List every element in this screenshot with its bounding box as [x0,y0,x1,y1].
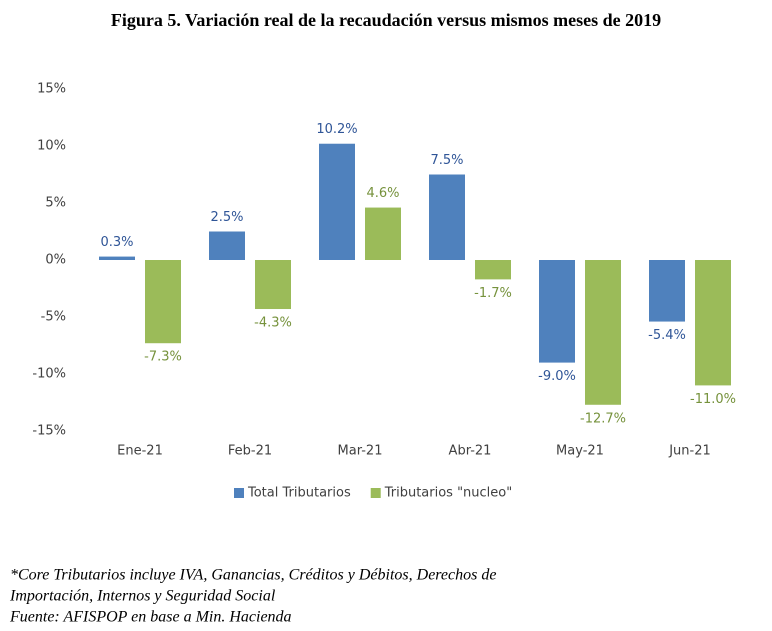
y-tick-label: -5% [41,310,66,325]
bar [695,260,731,386]
bar [429,174,465,260]
bar [209,231,245,260]
y-tick-label: 5% [45,196,66,211]
data-label: -9.0% [538,369,576,384]
bar [145,260,181,344]
data-label: 2.5% [210,210,243,225]
data-label: -11.0% [690,392,736,407]
legend-label: Total Tributarios [247,486,351,501]
y-tick-label: 15% [37,82,66,97]
bar [585,260,621,405]
legend-swatch [234,488,244,498]
data-label: -5.4% [648,328,686,343]
bar [319,143,355,260]
bar [649,260,685,322]
footnote: Fuente: AFISPOP en base a Min. Hacienda [9,609,292,626]
legend-label: Tributarios "nucleo" [384,486,513,501]
x-tick-label: Feb-21 [228,444,272,459]
y-tick-label: -10% [32,367,66,382]
chart-title: Figura 5. Variación real de la recaudaci… [111,10,661,30]
data-label: -4.3% [254,316,292,331]
bar [365,207,401,260]
data-label: -12.7% [580,411,626,426]
x-tick-label: Jun-21 [668,444,711,459]
y-tick-label: -15% [32,424,66,439]
data-label: 7.5% [430,153,463,168]
y-tick-label: 0% [45,253,66,268]
data-label: -7.3% [144,350,182,365]
bar [255,260,291,310]
x-tick-label: Ene-21 [117,444,163,459]
data-label: 10.2% [316,122,357,137]
data-label: -1.7% [474,286,512,301]
x-tick-label: Mar-21 [338,444,383,459]
footnote: *Core Tributarios incluye IVA, Ganancias… [10,567,496,584]
footnote: Importación, Internos y Seguridad Social [9,588,276,605]
bar [539,260,575,363]
data-label: 0.3% [100,235,133,250]
x-tick-label: May-21 [556,444,604,459]
legend-swatch [370,488,381,498]
x-tick-label: Abr-21 [449,444,492,459]
bar [99,256,135,260]
y-tick-label: 10% [37,139,66,154]
data-label: 4.6% [366,186,399,201]
bar [475,260,511,280]
